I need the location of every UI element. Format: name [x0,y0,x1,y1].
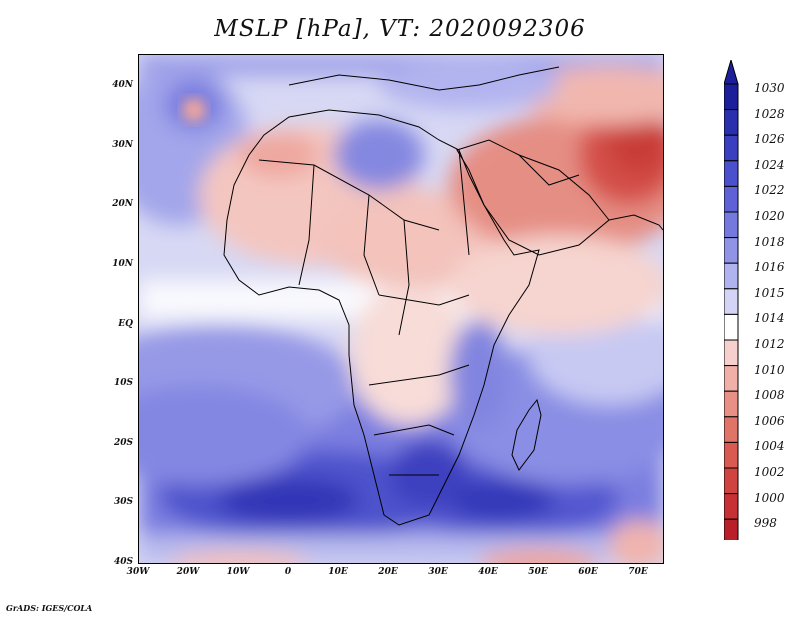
colorbar-swatch [724,109,739,136]
longitude-label: 10W [226,567,250,577]
colorbar-level-label: 1010 [754,362,785,377]
colorbar-swatch [724,83,739,111]
colorbar-level-label: 1020 [754,209,785,223]
pressure-field [139,55,663,563]
longitude-label: 30W [126,567,150,577]
latitude-label: 30S [113,497,133,508]
colorbar-level-label: 1024 [754,157,785,172]
colorbar-swatches [724,60,739,540]
colorbar-level-label: 1018 [754,234,785,249]
colorbar-swatch [724,262,739,290]
longitude-label: 50E [528,567,548,577]
colorbar-level-label: 1000 [754,490,785,505]
longitude-label: 20W [176,567,200,577]
colorbar-level-label: 1012 [754,337,785,351]
latitude-label: 20N [112,199,133,210]
latitude-label: 40S [113,557,133,567]
colorbar-level-label: 1030 [754,81,785,95]
colorbar-level-label: 1004 [754,439,785,454]
longitude-label: 10E [328,567,348,577]
colorbar-swatch [724,339,739,367]
colorbar-level-label: 1006 [754,413,785,428]
colorbar-top-arrow [724,60,739,85]
colorbar-swatch [724,467,739,495]
credit-footer: GrADS: IGES/COLA [6,603,93,613]
colorbar-swatch [724,441,739,469]
colorbar-swatch [724,160,739,187]
colorbar-level-label: 1026 [754,132,785,147]
latitude-label: 10S [113,378,133,389]
colorbar-level-label: 998 [754,516,777,531]
longitude-label: 0 [284,567,292,577]
latitude-label: 30N [112,139,133,150]
colorbar-swatch [724,134,739,162]
colorbar-level-label: 1008 [754,388,785,403]
map-title: MSLP [hPa], VT: 2020092306 [214,16,586,42]
latitude-label: 40N [112,80,133,90]
coastline-outline [223,66,663,526]
pressure-map [138,54,664,564]
colorbar-swatch [724,416,739,443]
colorbar-swatch [724,237,739,264]
colorbar-swatch [724,390,739,418]
longitude-label: 70E [628,567,648,577]
longitude-label: 30E [428,567,448,577]
longitude-label: 60E [578,567,598,577]
colorbar-level-label: 1015 [754,285,785,300]
latitude-label: EQ [118,318,133,329]
colorbar-swatch [724,288,739,315]
colorbar-level-label: 1002 [754,465,785,479]
colorbar-level-label: 1014 [754,311,785,326]
colorbar-level-label: 1022 [754,183,785,198]
colorbar-level-label: 1016 [754,260,785,275]
colorbar-swatch [724,211,739,239]
colorbar-swatch [724,185,739,213]
latitude-label: 20S [113,437,133,448]
colorbar-swatch [724,313,739,341]
latitude-label: 10N [112,258,133,269]
colorbar-swatch [724,365,739,392]
longitude-label: 40E [478,567,498,577]
colorbar-swatch [724,518,739,540]
longitude-label: 20E [378,567,398,577]
colorbar-level-label: 1028 [754,106,785,121]
colorbar-swatch [724,493,739,520]
